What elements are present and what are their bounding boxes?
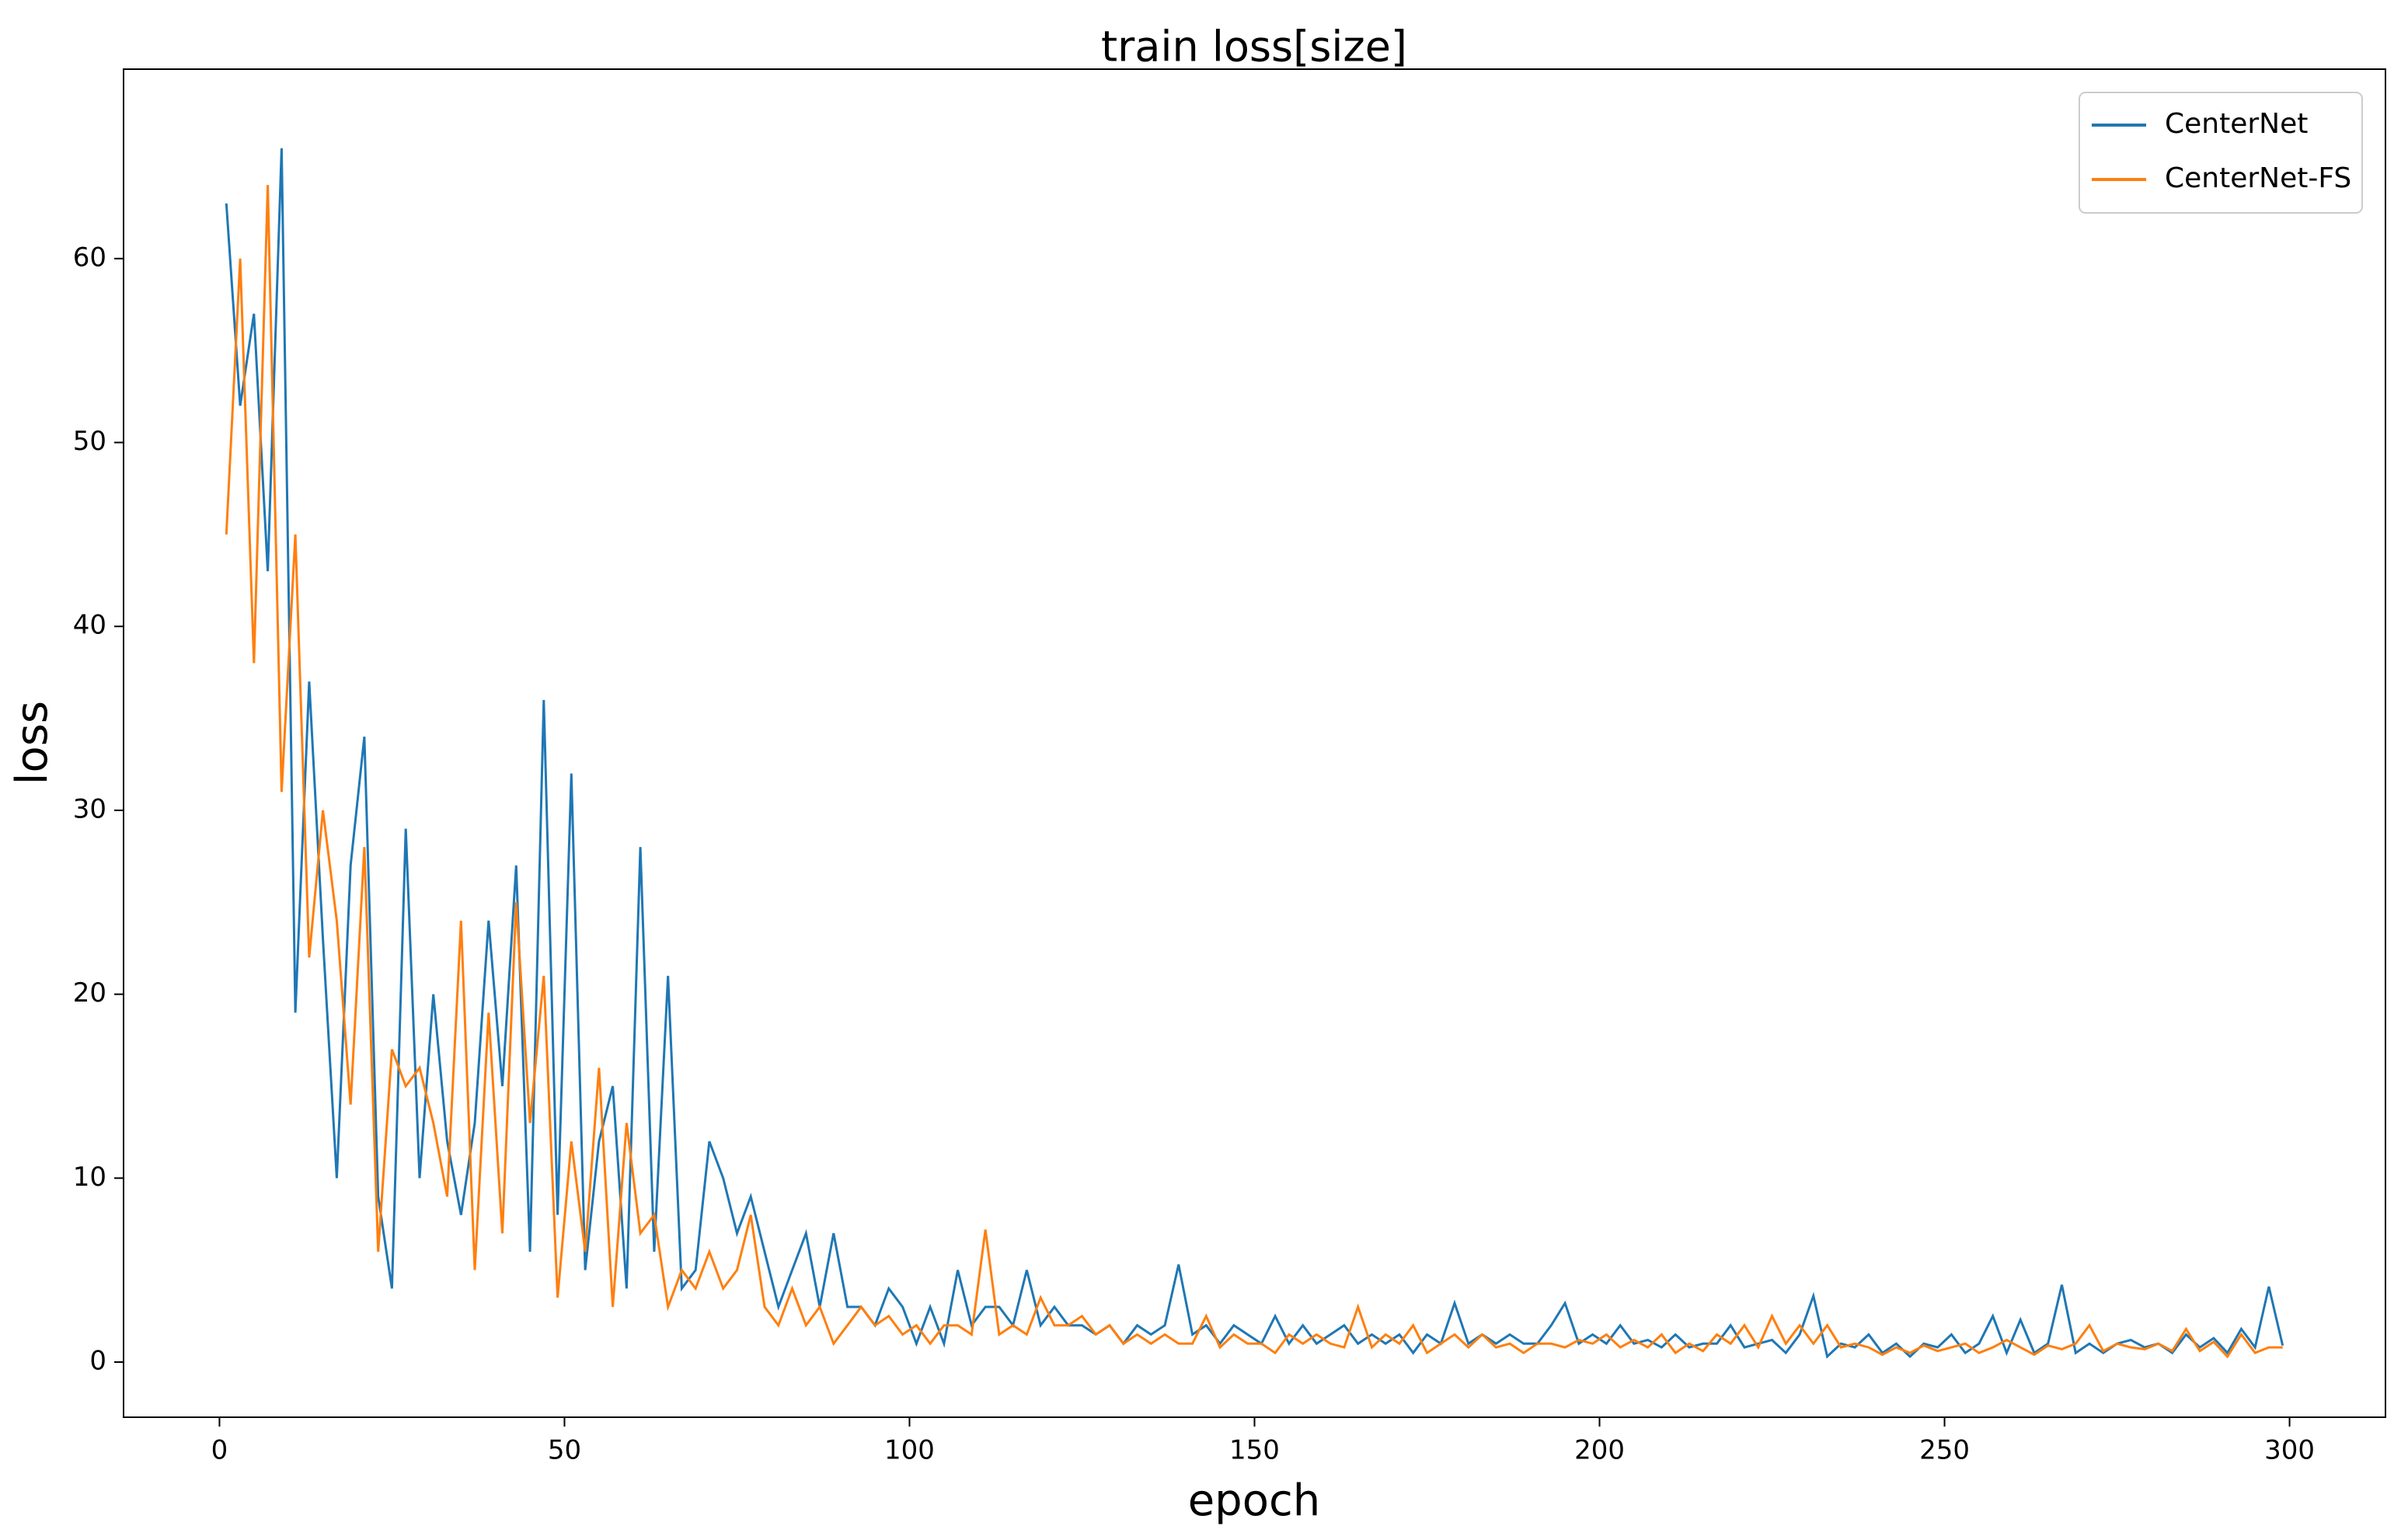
x-tick-label: 150	[1229, 1435, 1280, 1466]
y-tick-label: 30	[73, 793, 106, 824]
y-tick-label: 60	[73, 242, 106, 273]
y-tick-label: 40	[73, 610, 106, 641]
data-line	[225, 185, 2283, 1359]
legend-label: CenterNet	[2165, 108, 2308, 140]
legend-box	[2079, 92, 2363, 214]
data-line	[225, 148, 2284, 1359]
y-tick-label: 50	[73, 426, 106, 457]
x-tick-label: 250	[1919, 1435, 1970, 1466]
x-tick-label: 0	[211, 1435, 228, 1466]
axes-frame	[123, 68, 2386, 1418]
y-axis-label: loss	[7, 701, 57, 785]
x-tick-label: 200	[1574, 1435, 1625, 1466]
chart-title: train loss[size]	[1101, 23, 1407, 71]
legend-label: CenterNet-FS	[2165, 162, 2351, 194]
x-tick-label: 50	[548, 1435, 581, 1466]
x-tick-label: 100	[884, 1435, 935, 1466]
y-tick-label: 0	[89, 1345, 106, 1376]
y-tick-label: 20	[73, 977, 106, 1009]
x-tick-label: 300	[2264, 1435, 2315, 1466]
y-tick-label: 10	[73, 1162, 106, 1193]
x-axis-label: epoch	[1188, 1476, 1321, 1526]
